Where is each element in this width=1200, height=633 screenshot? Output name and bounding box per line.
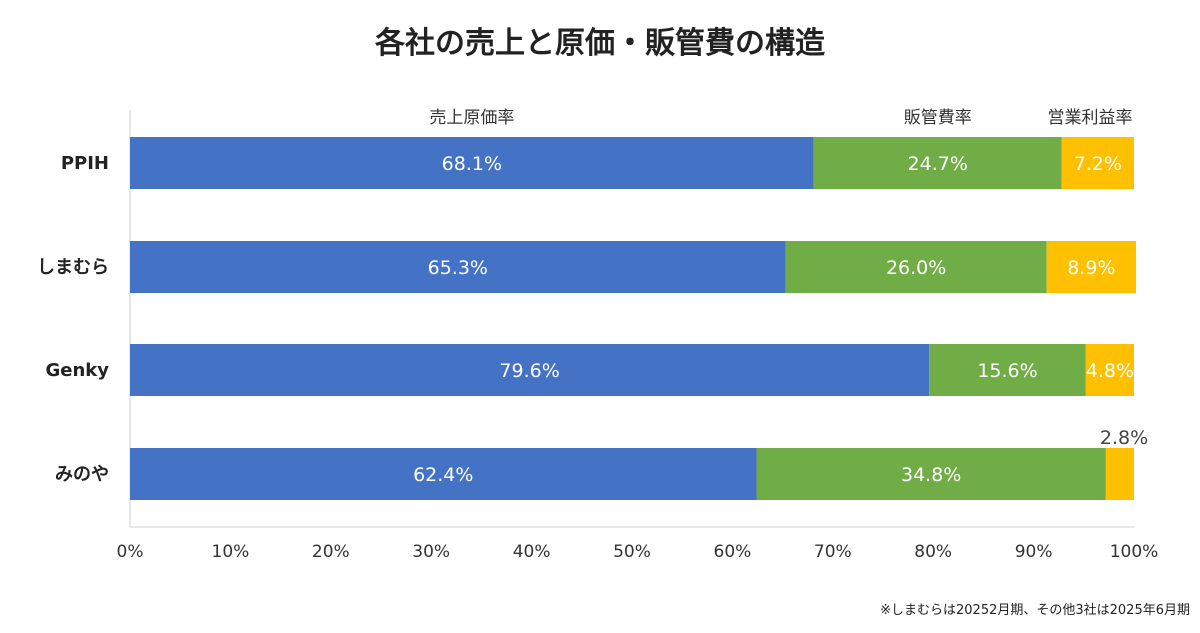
x-tick-label: 50%: [613, 542, 651, 562]
x-tick-label: 80%: [914, 542, 952, 562]
bar-segment: [756, 448, 1106, 500]
data-label: 79.6%: [499, 360, 559, 382]
data-label: 65.3%: [428, 257, 488, 279]
x-tick-label: 70%: [814, 542, 852, 562]
x-tick-label: 60%: [714, 542, 752, 562]
x-tick-label: 20%: [312, 542, 350, 562]
bar-segment: [785, 241, 1047, 293]
x-tick-labels: 0% 10% 20% 30% 40% 50% 60% 70% 80% 90% 100%: [117, 542, 1159, 562]
x-tick-label: 30%: [412, 542, 450, 562]
data-label: 68.1%: [442, 153, 502, 175]
data-label: 34.8%: [901, 464, 961, 486]
bar-segment: [813, 137, 1062, 189]
data-label: 7.2%: [1074, 153, 1122, 175]
data-label: 2.8%: [1100, 427, 1148, 449]
data-label: 24.7%: [908, 153, 968, 175]
chart-title: 各社の売上と原価・販管費の構造: [374, 26, 825, 61]
category-label: みのや: [55, 464, 109, 485]
bar-segment: [1105, 448, 1134, 500]
category-label: しまむら: [37, 257, 109, 278]
data-label: 62.4%: [413, 464, 473, 486]
legend-item: 売上原価率: [429, 108, 514, 128]
category-label: Genky: [45, 360, 109, 381]
data-label: 4.8%: [1086, 360, 1134, 382]
x-tick-label: 10%: [212, 542, 250, 562]
bar-segment: [130, 344, 930, 396]
data-label: 26.0%: [886, 257, 946, 279]
data-label: 15.6%: [977, 360, 1037, 382]
bar-segment: [929, 344, 1086, 396]
bar-segment: [1046, 241, 1137, 293]
footnote: ※しまむらは20252月期、その他3社は2025年6月期: [880, 602, 1190, 618]
bar-segment: [130, 137, 814, 189]
x-tick-label: 90%: [1015, 542, 1053, 562]
x-tick-label: 100%: [1110, 542, 1159, 562]
bar-segment: [130, 241, 786, 293]
category-label: PPIH: [61, 153, 109, 174]
legend-item: 販管費率: [904, 108, 972, 128]
legend-item: 営業利益率: [1048, 108, 1133, 128]
data-label: 8.9%: [1067, 257, 1115, 279]
legend: 売上原価率 販管費率 営業利益率: [429, 108, 1132, 128]
bar-segment: [1085, 344, 1134, 396]
x-tick-label: 0%: [117, 542, 144, 562]
category-labels: PPIH しまむら Genky みのや: [37, 153, 109, 485]
bar-segment: [1061, 137, 1134, 189]
x-tick-label: 40%: [513, 542, 551, 562]
bars: 68.1% 24.7% 7.2% 65.3% 26.0% 8.9% 79.6% 15.6% 4.…: [130, 137, 1148, 500]
bar-segment: [130, 448, 757, 500]
